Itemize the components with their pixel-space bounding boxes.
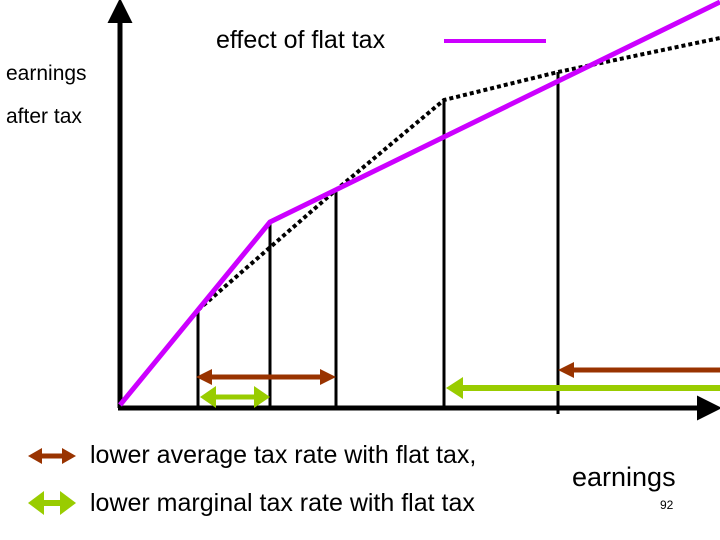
average-rate-arrow xyxy=(196,369,336,385)
y-axis-label-line-1: earnings xyxy=(6,62,87,85)
legend-brown-double-arrow-icon xyxy=(28,448,76,464)
diagram-title: effect of flat tax xyxy=(216,26,386,54)
average-rate-arrow-right xyxy=(558,362,720,378)
y-axis-label-line-2: after tax xyxy=(6,105,82,128)
legend-item-marginal-rate: lower marginal tax rate with flat tax xyxy=(90,489,475,517)
page-number: 92 xyxy=(660,498,674,512)
legend-green-double-arrow-icon xyxy=(28,491,76,515)
marginal-rate-arrow-right xyxy=(446,377,720,399)
progressive-tax-line xyxy=(196,36,720,312)
flat-tax-line xyxy=(118,0,720,407)
legend-item-average-rate: lower average tax rate with flat tax, xyxy=(90,441,477,469)
x-axis-label: earnings xyxy=(572,462,676,492)
marginal-rate-arrow xyxy=(200,386,270,408)
